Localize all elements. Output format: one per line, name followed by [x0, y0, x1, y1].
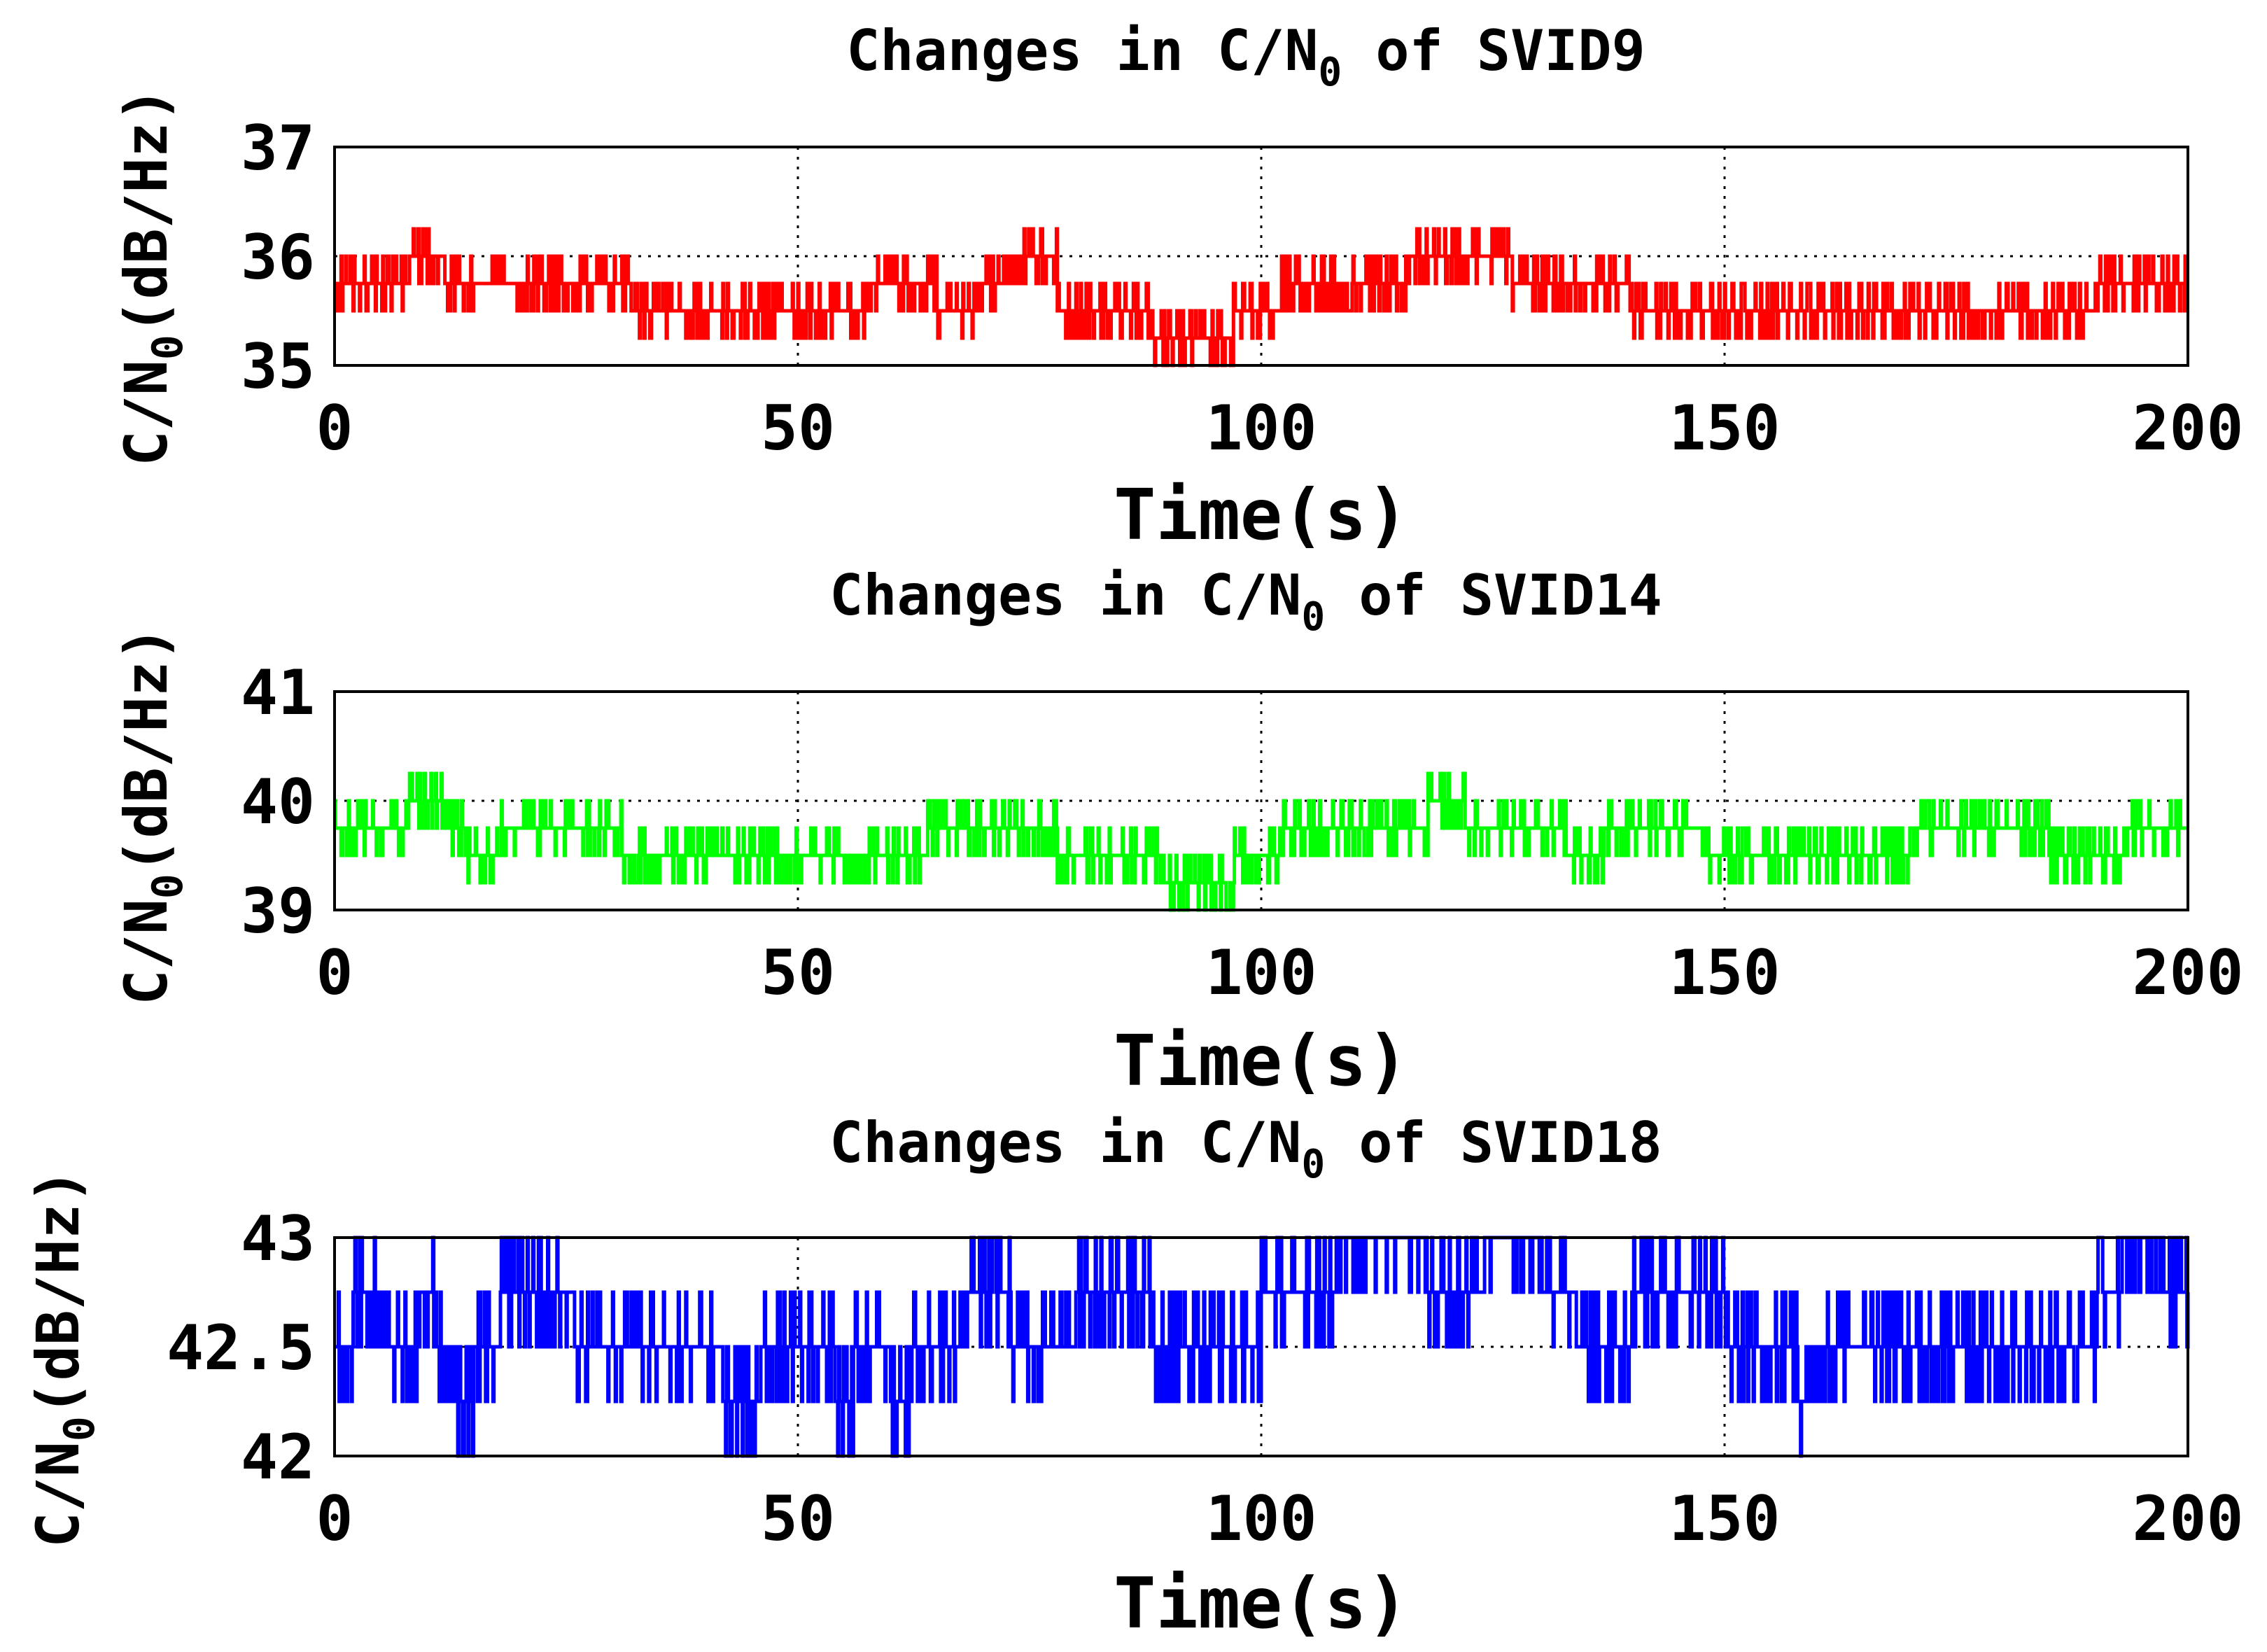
- series-line: [335, 1236, 2190, 1458]
- x-tick-label: 200: [2133, 937, 2244, 1009]
- axes-box: [333, 690, 2189, 911]
- ylabel-main: C/N: [24, 1441, 92, 1548]
- ylabel-subscript: 0: [143, 874, 192, 899]
- x-tick-label: 0: [316, 1483, 353, 1555]
- y-tick-label: 41: [241, 657, 315, 729]
- x-tick-label: 150: [1669, 1483, 1781, 1555]
- y-tick-labels: 39 40 41: [241, 657, 315, 947]
- x-tick-label: 200: [2133, 1483, 2244, 1555]
- y-tick-label: 37: [241, 112, 315, 184]
- title-subscript: 0: [1301, 1142, 1325, 1187]
- title-tail: of SVID14: [1325, 563, 1662, 628]
- y-tick-label: 35: [241, 330, 315, 402]
- grid: [335, 147, 2188, 365]
- data-series: [333, 771, 2188, 912]
- plot-title: Changes in C/N0 of SVID18: [829, 1110, 1662, 1187]
- title-subscript: 0: [1301, 594, 1325, 640]
- ylabel-tail: (dB/Hz): [24, 1168, 92, 1416]
- x-tick-label: 50: [761, 937, 835, 1009]
- y-tick-label: 40: [241, 766, 315, 838]
- x-tick-label: 150: [1669, 392, 1781, 464]
- y-tick-label: 36: [241, 221, 315, 293]
- x-tick-label: 0: [316, 392, 353, 464]
- ylabel-tail: (dB/Hz): [112, 626, 181, 874]
- series-line: [333, 227, 2188, 368]
- y-axis-label: C/N0(dB/Hz): [112, 87, 192, 466]
- x-axis-label: Time(s): [1114, 474, 1408, 556]
- x-tick-label: 50: [761, 1483, 835, 1555]
- title-main: Changes in C/N: [829, 1110, 1301, 1175]
- y-axis-label: C/N0(dB/Hz): [24, 1168, 104, 1548]
- x-tick-label: 150: [1669, 937, 1781, 1009]
- y-tick-label: 43: [241, 1203, 315, 1275]
- series-line: [333, 771, 2188, 912]
- x-axis-label: Time(s): [1114, 1020, 1408, 1102]
- y-tick-label: 39: [241, 875, 315, 947]
- x-axis-label: Time(s): [1114, 1562, 1408, 1644]
- x-tick-label: 100: [1206, 1483, 1317, 1555]
- x-tick-label: 200: [2133, 392, 2244, 464]
- x-tick-label: 50: [761, 392, 835, 464]
- ylabel-subscript: 0: [143, 335, 192, 360]
- axes-box: [333, 1236, 2189, 1457]
- title-tail: of SVID9: [1342, 18, 1645, 83]
- y-tick-labels: 35 36 37: [241, 112, 315, 402]
- y-axis-label: C/N0(dB/Hz): [112, 626, 192, 1005]
- title-main: Changes in C/N: [829, 563, 1301, 628]
- ylabel-main: C/N: [112, 360, 181, 466]
- title-tail: of SVID18: [1325, 1110, 1662, 1175]
- data-series: [333, 227, 2188, 368]
- x-tick-labels: 0 50 100 150 200: [316, 392, 2244, 464]
- plot-title: Changes in C/N0 of SVID14: [829, 563, 1662, 640]
- x-tick-label: 100: [1206, 937, 1317, 1009]
- x-tick-label: 100: [1206, 392, 1317, 464]
- ylabel-subscript: 0: [55, 1416, 104, 1441]
- title-main: Changes in C/N: [846, 18, 1318, 83]
- y-tick-label: 42.5: [167, 1312, 315, 1384]
- plot-title: Changes in C/N0 of SVID9: [846, 18, 1645, 95]
- axes-box: [333, 146, 2189, 367]
- ylabel-main: C/N: [112, 899, 181, 1005]
- ylabel-tail: (dB/Hz): [112, 87, 181, 335]
- data-series: [335, 1236, 2190, 1458]
- y-tick-label: 42: [241, 1421, 315, 1493]
- x-tick-label: 0: [316, 937, 353, 1009]
- title-subscript: 0: [1319, 50, 1342, 95]
- y-tick-labels: 42 42.5 43: [167, 1203, 315, 1493]
- x-tick-labels: 0 50 100 150 200: [316, 1483, 2244, 1555]
- grid: [335, 692, 2188, 910]
- x-tick-labels: 0 50 100 150 200: [316, 937, 2244, 1009]
